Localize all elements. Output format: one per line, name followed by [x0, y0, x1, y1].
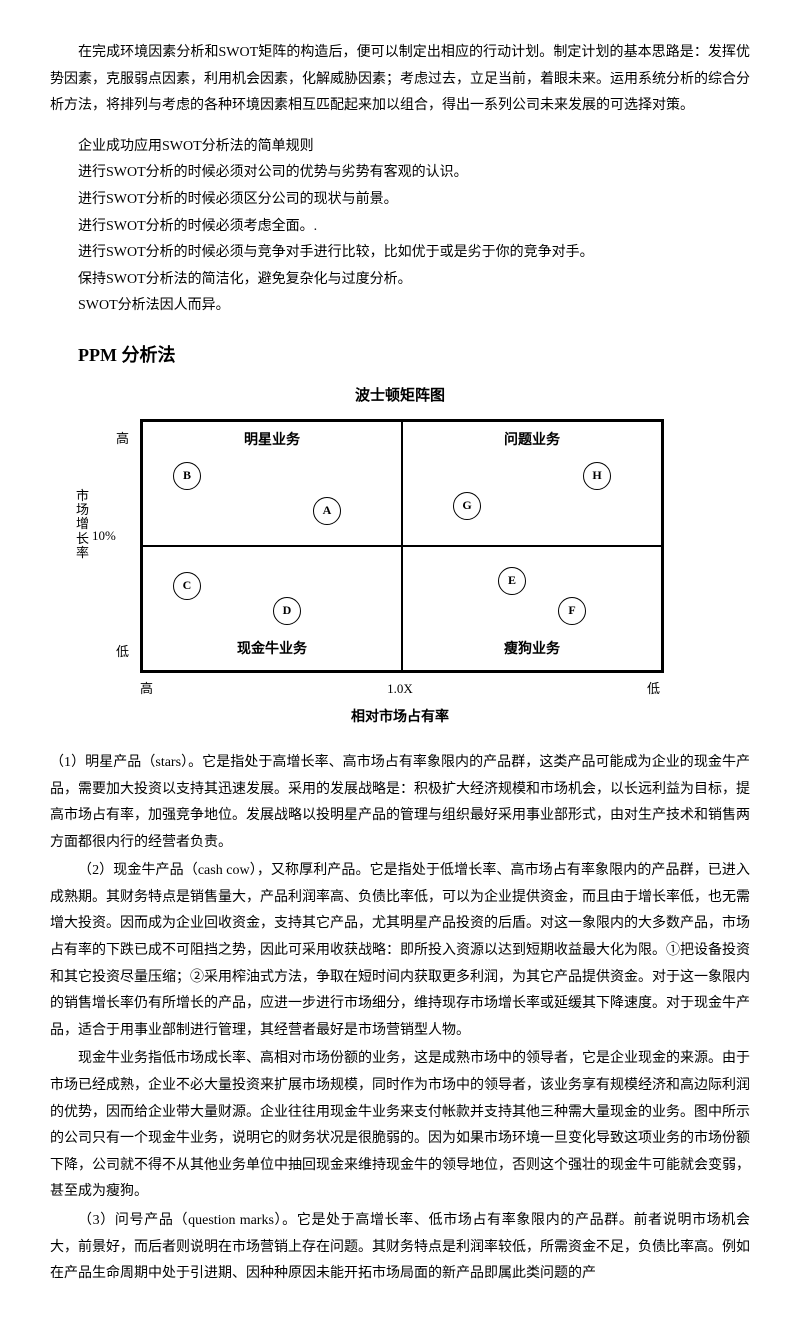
cashcow-paragraph-2: 现金牛业务指低市场成长率、高相对市场份额的业务，这是成熟市场中的领导者，它是企业…	[50, 1046, 750, 1206]
point-g: G	[453, 492, 481, 520]
rule-line: 进行SWOT分析的时候必须对公司的优势与劣势有客观的认识。	[50, 160, 750, 187]
ppm-section-title: PPM 分析法	[78, 338, 750, 372]
rule-line: 进行SWOT分析的时候必须考虑全面。.	[50, 214, 750, 241]
quad-label-dogs: 瘦狗业务	[504, 637, 560, 664]
chart-title: 波士顿矩阵图	[120, 382, 680, 411]
point-c: C	[173, 572, 201, 600]
quadrant-dogs: 瘦狗业务 E F	[402, 546, 662, 671]
rules-block: 企业成功应用SWOT分析法的简单规则 进行SWOT分析的时候必须对公司的优势与劣…	[50, 134, 750, 320]
bcg-matrix: 明星业务 B A 问题业务 G H 现金牛业务 C D 瘦狗业务 E F	[140, 419, 664, 673]
quad-label-cashcow: 现金牛业务	[237, 637, 307, 664]
bcg-chart: 波士顿矩阵图 市场增长率 高 10% 低 明星业务 B A 问题业务 G H 现…	[50, 382, 750, 732]
x-mid-label: 1.0X	[313, 677, 486, 702]
stars-paragraph: （1）明星产品（stars）。它是指处于高增长率、高市场占有率象限内的产品群，这…	[50, 750, 750, 856]
y-low-label: 低	[116, 640, 129, 665]
point-b: B	[173, 462, 201, 490]
x-axis-name: 相对市场占有率	[140, 705, 660, 732]
quad-label-question: 问题业务	[504, 428, 560, 455]
x-axis-labels: 高 1.0X 低	[140, 677, 660, 702]
x-low-label: 低	[487, 677, 660, 702]
cashcow-paragraph: （2）现金牛产品（cash cow），又称厚利产品。它是指处于低增长率、高市场占…	[50, 858, 750, 1044]
point-e: E	[498, 567, 526, 595]
rule-line: SWOT分析法因人而异。	[50, 293, 750, 320]
rule-line: 进行SWOT分析的时候必须区分公司的现状与前景。	[50, 187, 750, 214]
rule-line: 进行SWOT分析的时候必须与竞争对手进行比较，比如优于或是劣于你的竞争对手。	[50, 240, 750, 267]
y-mid-label: 10%	[92, 524, 116, 549]
rule-heading: 企业成功应用SWOT分析法的简单规则	[50, 134, 750, 161]
rule-line: 保持SWOT分析法的简洁化，避免复杂化与过度分析。	[50, 267, 750, 294]
intro-paragraph: 在完成环境因素分析和SWOT矩阵的构造后，便可以制定出相应的行动计划。制定计划的…	[50, 40, 750, 120]
point-d: D	[273, 597, 301, 625]
quad-label-stars: 明星业务	[244, 428, 300, 455]
quadrant-cashcow: 现金牛业务 C D	[142, 546, 402, 671]
x-high-label: 高	[140, 677, 313, 702]
quadrant-question: 问题业务 G H	[402, 421, 662, 546]
point-f: F	[558, 597, 586, 625]
y-axis-name: 市场增长率	[76, 489, 92, 560]
question-paragraph: （3）问号产品（question marks）。它是处于高增长率、低市场占有率象…	[50, 1208, 750, 1288]
point-h: H	[583, 462, 611, 490]
y-high-label: 高	[116, 427, 129, 452]
point-a: A	[313, 497, 341, 525]
quadrant-stars: 明星业务 B A	[142, 421, 402, 546]
